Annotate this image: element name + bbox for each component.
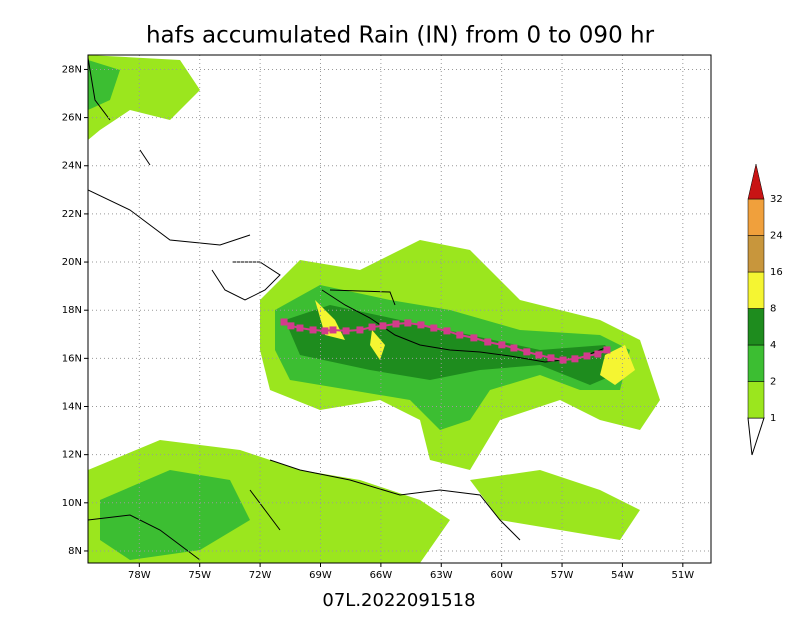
x-tick-label: 75W (188, 570, 211, 581)
x-tick-label: 72W (249, 570, 272, 581)
y-tick-label: 18N (62, 305, 82, 316)
y-tick-label: 10N (62, 498, 82, 509)
track-point (342, 327, 350, 335)
colorbar-label: 2 (770, 377, 776, 388)
track-point (470, 334, 478, 342)
track-point (603, 346, 611, 354)
track-point (594, 350, 602, 358)
track-point (430, 324, 438, 332)
track-point (280, 318, 288, 326)
track-point (456, 331, 464, 339)
y-tick-label: 24N (62, 161, 82, 172)
track-point (329, 326, 337, 334)
x-tick-label: 54W (611, 570, 634, 581)
colorbar-segment (747, 235, 765, 273)
colorbar-label: 16 (770, 267, 783, 278)
track-point (484, 338, 492, 346)
x-tick-label: 60W (490, 570, 513, 581)
colorbar-label: 8 (770, 304, 776, 315)
colorbar-label: 24 (770, 231, 783, 242)
x-tick-label: 57W (551, 570, 574, 581)
y-tick-label: 26N (62, 113, 82, 124)
rain-area (88, 60, 120, 110)
track-point (321, 327, 329, 335)
track-point (379, 322, 387, 330)
x-label: 07L.2022091518 (322, 590, 475, 611)
track-point (583, 352, 591, 360)
y-tick-label: 14N (62, 402, 82, 413)
track-point (392, 320, 400, 328)
track-point (510, 344, 518, 352)
x-tick-label: 63W (430, 570, 453, 581)
y-tick-label: 28N (62, 64, 82, 75)
rain-area (600, 345, 635, 385)
rain-area (370, 330, 385, 360)
track-point (417, 321, 425, 329)
track-point (443, 327, 451, 335)
rain-area (470, 470, 640, 540)
y-tick-label: 8N (68, 546, 82, 557)
y-tick-label: 16N (62, 353, 82, 364)
track-point (571, 355, 579, 363)
track-point (368, 323, 376, 331)
track (280, 318, 611, 364)
track-point (498, 341, 506, 349)
x-tick-label: 69W (309, 570, 332, 581)
colorbar-over (747, 163, 765, 200)
rain-field (88, 55, 660, 563)
colorbar-label: 1 (770, 413, 776, 424)
track-point (404, 319, 412, 327)
track-point (523, 348, 531, 356)
y-tick-label: 20N (62, 257, 82, 268)
colorbar-label: 32 (770, 194, 783, 205)
track-point (559, 356, 567, 364)
colorbar-segment (747, 271, 765, 309)
x-tick-label: 78W (128, 570, 151, 581)
colorbar-segment (747, 344, 765, 382)
colorbar-under (747, 417, 765, 456)
track-point (287, 322, 295, 330)
rain-area (100, 470, 250, 560)
x-tick-label: 66W (370, 570, 393, 581)
colorbar-segment (747, 308, 765, 346)
y-tick-label: 12N (62, 450, 82, 461)
storm-track-line (321, 289, 606, 363)
track-point (356, 326, 364, 334)
track-point (309, 326, 317, 334)
plot-frame (87, 54, 712, 564)
y-tick-label: 22N (62, 209, 82, 220)
colorbar-segment (747, 381, 765, 419)
grid (88, 55, 711, 563)
colorbar-label: 4 (770, 340, 776, 351)
track-point (547, 354, 555, 362)
track-line (283, 321, 608, 362)
track-point (535, 351, 543, 359)
x-tick-label: 51W (672, 570, 695, 581)
coastline (88, 57, 521, 561)
track-point (296, 324, 304, 332)
chart-title: hafs accumulated Rain (IN) from 0 to 090… (146, 23, 655, 49)
colorbar-segment (747, 198, 765, 236)
